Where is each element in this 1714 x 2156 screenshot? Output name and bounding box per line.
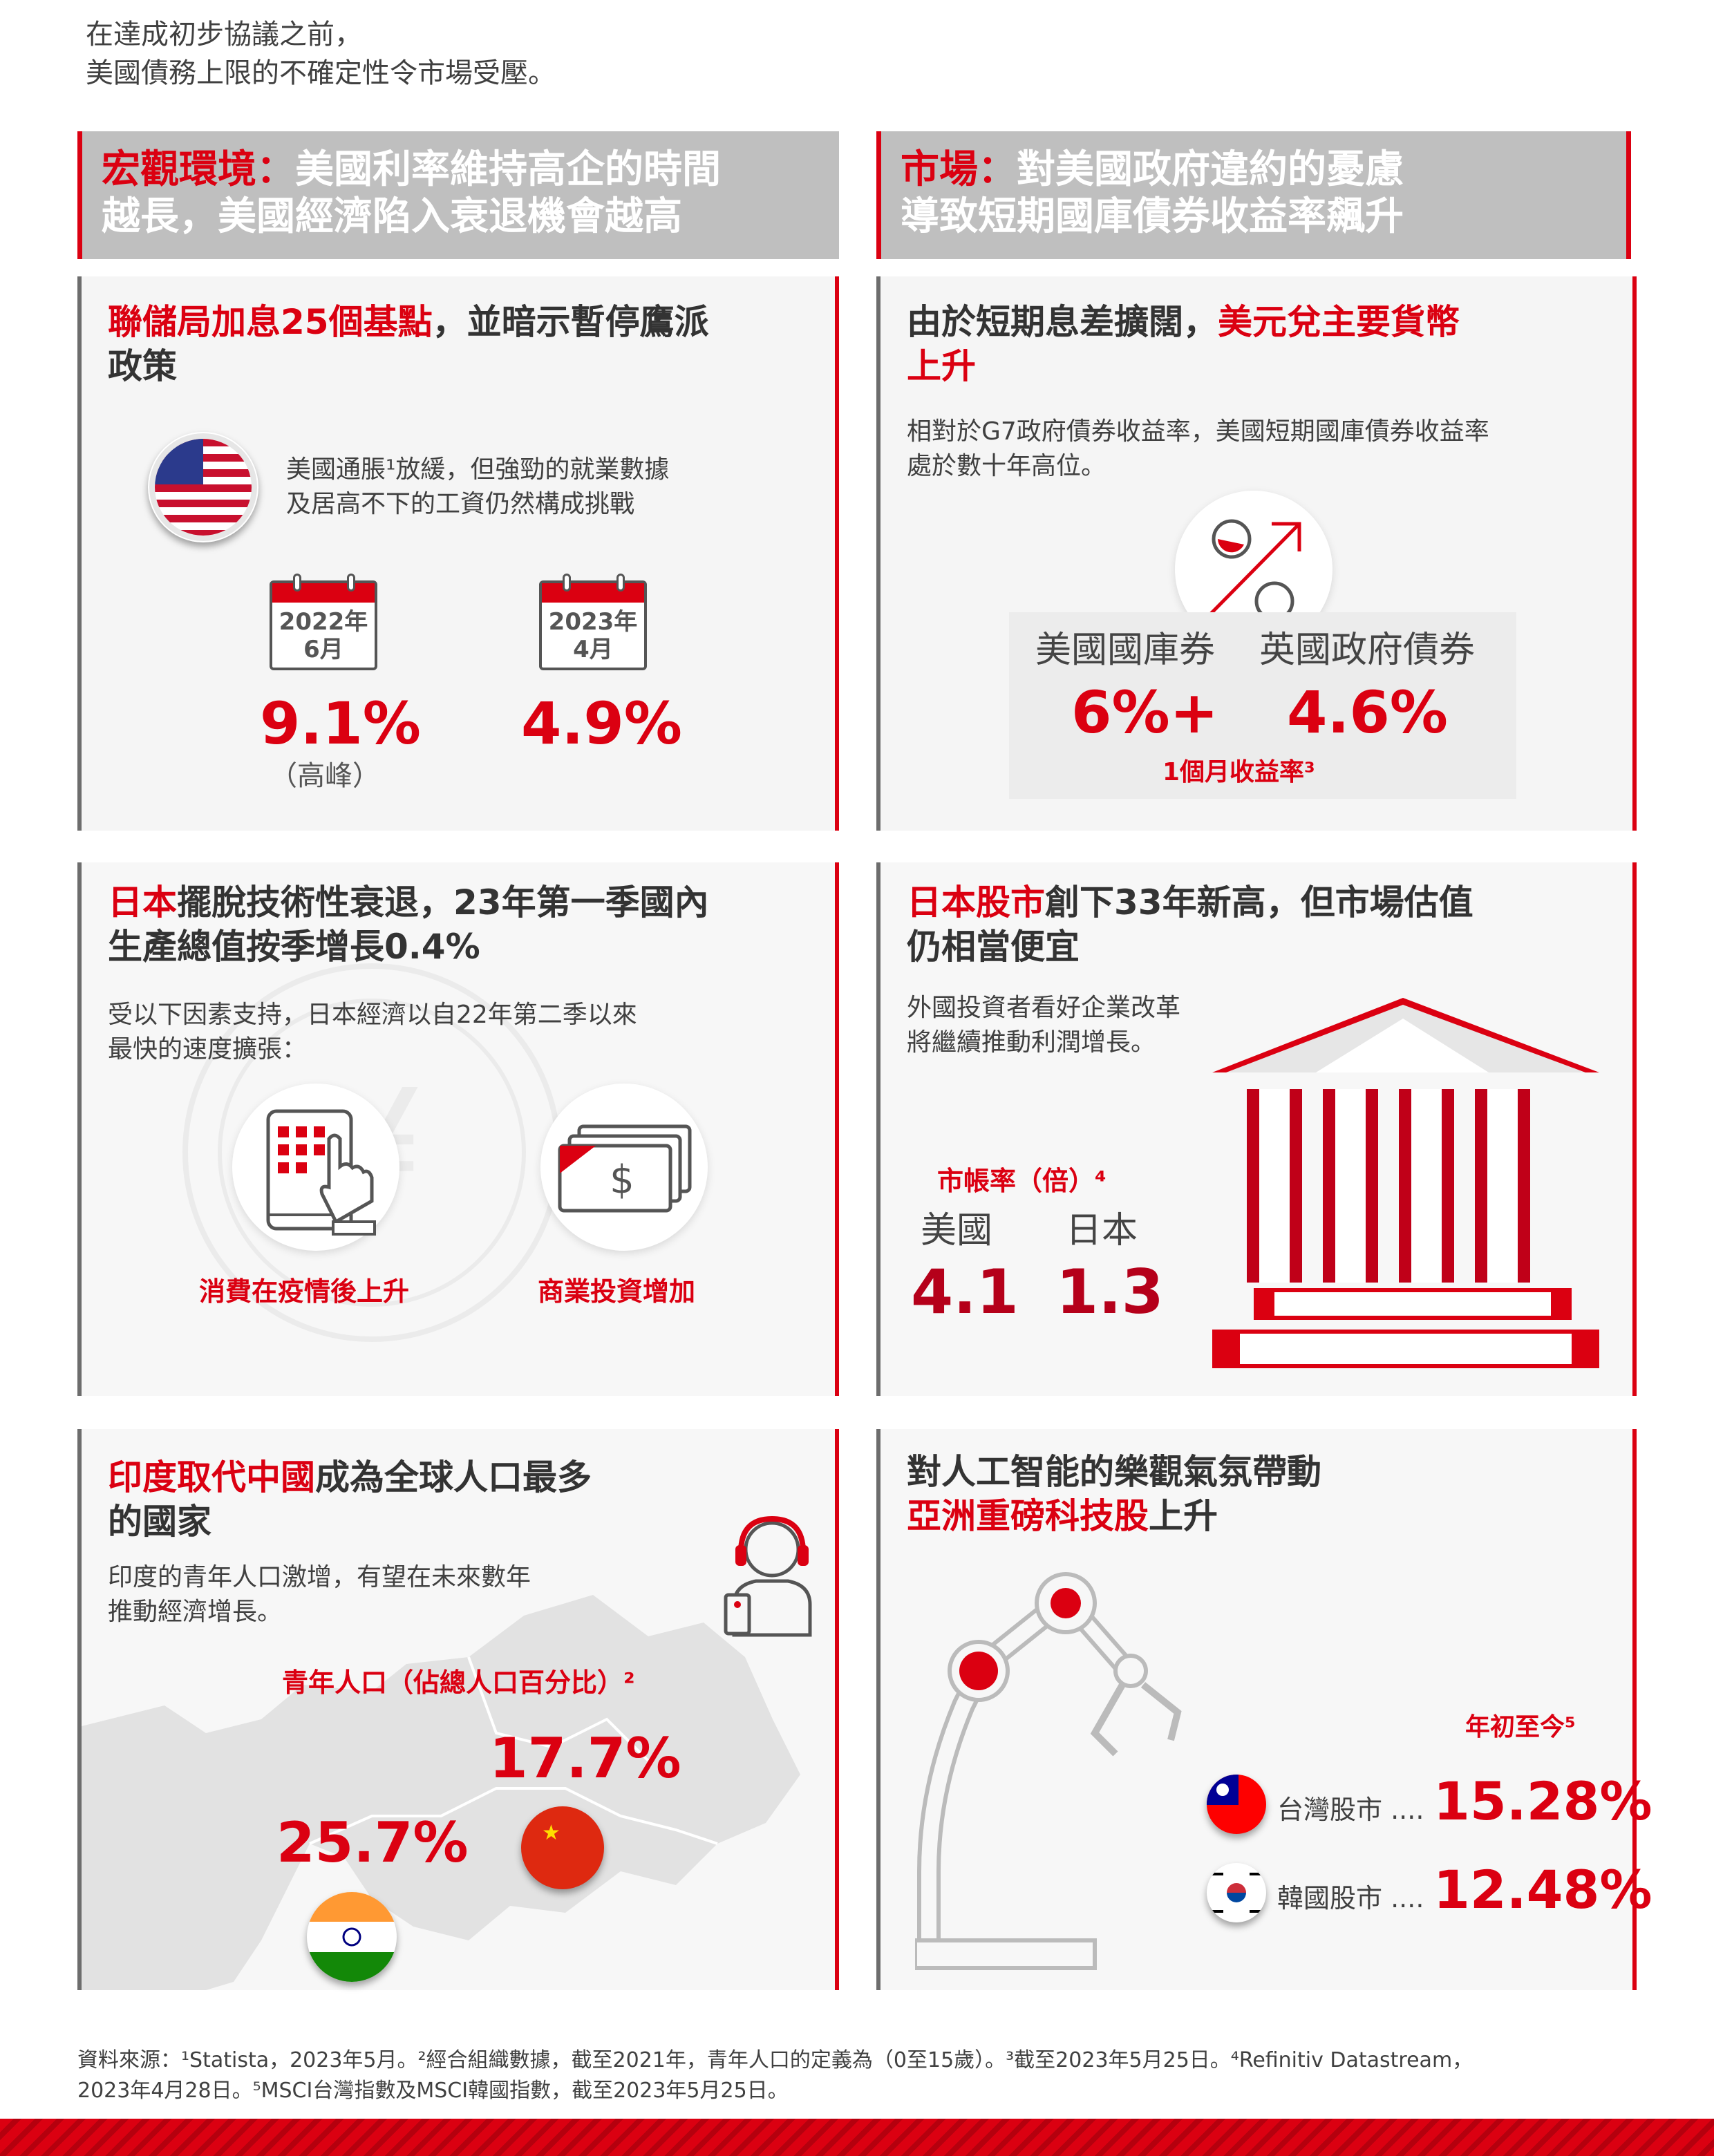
us-tbill-yield: 6%+ xyxy=(1071,679,1218,746)
yield-box xyxy=(1009,612,1516,799)
korea-market-ytd: 12.48% xyxy=(1433,1859,1652,1920)
intro-text: 在達成初步協議之前， 美國債務上限的不確定性令市場受壓。 xyxy=(86,15,556,93)
china-flag-icon: ★ xyxy=(521,1806,604,1889)
japan-stock-title: 日本股市創下33年新高，但市場估值 仍相當便宜 xyxy=(907,882,1473,967)
market-header: 市場：對美國政府違約的憂慮 導致短期國庫債券收益率飆升 xyxy=(876,131,1631,259)
svg-text:$: $ xyxy=(610,1157,634,1202)
pb-country-us: 美國 xyxy=(921,1210,993,1251)
korea-flag-icon xyxy=(1207,1863,1266,1922)
pb-country-japan: 日本 xyxy=(1066,1210,1138,1251)
india-panel: 印度取代中國成為全球人口最多 的國家 印度的青年人口激增，有望在未來數年 推動經… xyxy=(77,1429,839,1990)
pb-ratio-label: 市帳率（倍）⁴ xyxy=(937,1166,1106,1196)
india-text: 印度的青年人口激增，有望在未來數年 推動經濟增長。 xyxy=(108,1563,531,1626)
korea-market-label: 韓國股市 .... xyxy=(1277,1883,1424,1913)
calendar-icon-2023: 2023年 4月 xyxy=(539,574,647,670)
japan-gdp-text: 受以下因素支持，日本經濟以自22年第二季以來 最快的速度擴張： xyxy=(108,1001,637,1063)
intro-line-1: 在達成初步協議之前， xyxy=(86,19,362,50)
market-header-line-2: 導致短期國庫債券收益率飆升 xyxy=(901,194,1404,239)
inflation-2022-note: （高峰） xyxy=(270,760,380,792)
japan-stock-text: 外國投資者看好企業改革 將繼續推動利潤增長。 xyxy=(907,994,1181,1057)
macro-header: 宏觀環境：美國利率維持高企的時間 越長，美國經濟陷入衰退機會越高 xyxy=(77,131,839,259)
japan-stock-panel: 日本股市創下33年新高，但市場估值 仍相當便宜 外國投資者看好企業改革 將繼續推… xyxy=(876,862,1637,1396)
svg-text:★: ★ xyxy=(542,1821,561,1845)
asia-map-background xyxy=(82,1595,800,1990)
japan-gdp-panel: ¥ 日本擺脫技術性衰退，23年第一季國內 生產總值按季增長0.4% 受以下因素支… xyxy=(77,862,839,1396)
us-tbill-label: 美國國庫券 xyxy=(1035,630,1216,671)
calendar-icon-2022: 2022年 6月 xyxy=(270,574,377,670)
factor-consumption: 消費在疫情後上升 xyxy=(199,1276,410,1307)
usd-panel-text: 相對於G7政府債券收益率，美國短期國庫債券收益率 處於數十年高位。 xyxy=(907,417,1489,480)
sources-line-1: 資料來源：¹Statista，2023年5月。²經合組織數據，截至2021年，青… xyxy=(77,2048,1473,2072)
usd-panel: 由於短期息差擴闊，美元兌主要貨幣 上升 相對於G7政府債券收益率，美國短期國庫債… xyxy=(876,276,1637,831)
india-flag-icon xyxy=(307,1892,397,1982)
taiwan-market-ytd: 15.28% xyxy=(1433,1770,1652,1832)
fed-panel-title: 聯儲局加息25個基點，並暗示暫停鷹派 政策 xyxy=(108,302,709,386)
usd-panel-title: 由於短期息差擴闊，美元兌主要貨幣 上升 xyxy=(907,302,1460,386)
taiwan-flag-icon xyxy=(1207,1775,1266,1834)
us-flag-icon xyxy=(148,432,258,542)
robot-arm-icon xyxy=(915,1572,1182,1970)
factor-investment: 商業投資增加 xyxy=(538,1276,696,1307)
inflation-2022-value: 9.1% xyxy=(260,690,421,757)
cash-icon: $ xyxy=(540,1084,708,1251)
inflation-2023-value: 4.9% xyxy=(521,690,682,757)
macro-header-line-1: 宏觀環境：美國利率維持高企的時間 xyxy=(102,147,721,192)
stock-exchange-building-icon xyxy=(1212,998,1599,1368)
market-header-line-1: 市場：對美國政府違約的憂慮 xyxy=(901,147,1404,192)
youth-population-label: 青年人口（佔總人口百分比）² xyxy=(282,1667,635,1698)
india-title: 印度取代中國成為全球人口最多 的國家 xyxy=(108,1457,592,1542)
sources-footnote: 資料來源：¹Statista，2023年5月。²經合組織數據，截至2021年，青… xyxy=(77,2045,1639,2106)
headset-person-icon xyxy=(724,1515,812,1637)
ai-tech-title: 對人工智能的樂觀氣氛帶動 亞洲重磅科技股上升 xyxy=(907,1452,1321,1536)
uk-gilt-label: 英國政府債券 xyxy=(1259,630,1476,671)
india-youth-value: 25.7% xyxy=(276,1810,469,1875)
ytd-label: 年初至今⁵ xyxy=(1465,1713,1576,1741)
uk-gilt-yield: 4.6% xyxy=(1287,679,1448,746)
tablet-touch-icon xyxy=(232,1084,399,1251)
macro-header-line-2: 越長，美國經濟陷入衰退機會越高 xyxy=(102,194,682,239)
intro-line-2: 美國債務上限的不確定性令市場受壓。 xyxy=(86,57,556,89)
pb-value-us: 4.1 xyxy=(911,1256,1019,1327)
yield-caption: 1個月收益率³ xyxy=(1162,758,1315,786)
japan-gdp-title: 日本擺脫技術性衰退，23年第一季國內 生產總值按季增長0.4% xyxy=(108,882,709,967)
china-youth-value: 17.7% xyxy=(489,1726,681,1790)
pb-value-japan: 1.3 xyxy=(1056,1256,1164,1327)
fed-panel: 聯儲局加息25個基點，並暗示暫停鷹派 政策 美國通脹¹放緩，但強勁的就業數據 及… xyxy=(77,276,839,831)
fed-panel-text: 美國通脹¹放緩，但強勁的就業數據 及居高不下的工資仍然構成挑戰 xyxy=(286,455,670,518)
bottom-decorative-band xyxy=(0,2119,1714,2156)
ai-tech-panel: 對人工智能的樂觀氣氛帶動 亞洲重磅科技股上升 年初至今⁵ 台灣股市 .... 1… xyxy=(876,1429,1652,1990)
taiwan-market-label: 台灣股市 .... xyxy=(1277,1795,1424,1825)
sources-line-2: 2023年4月28日。⁵MSCI台灣指數及MSCI韓國指數，截至2023年5月2… xyxy=(77,2079,789,2103)
